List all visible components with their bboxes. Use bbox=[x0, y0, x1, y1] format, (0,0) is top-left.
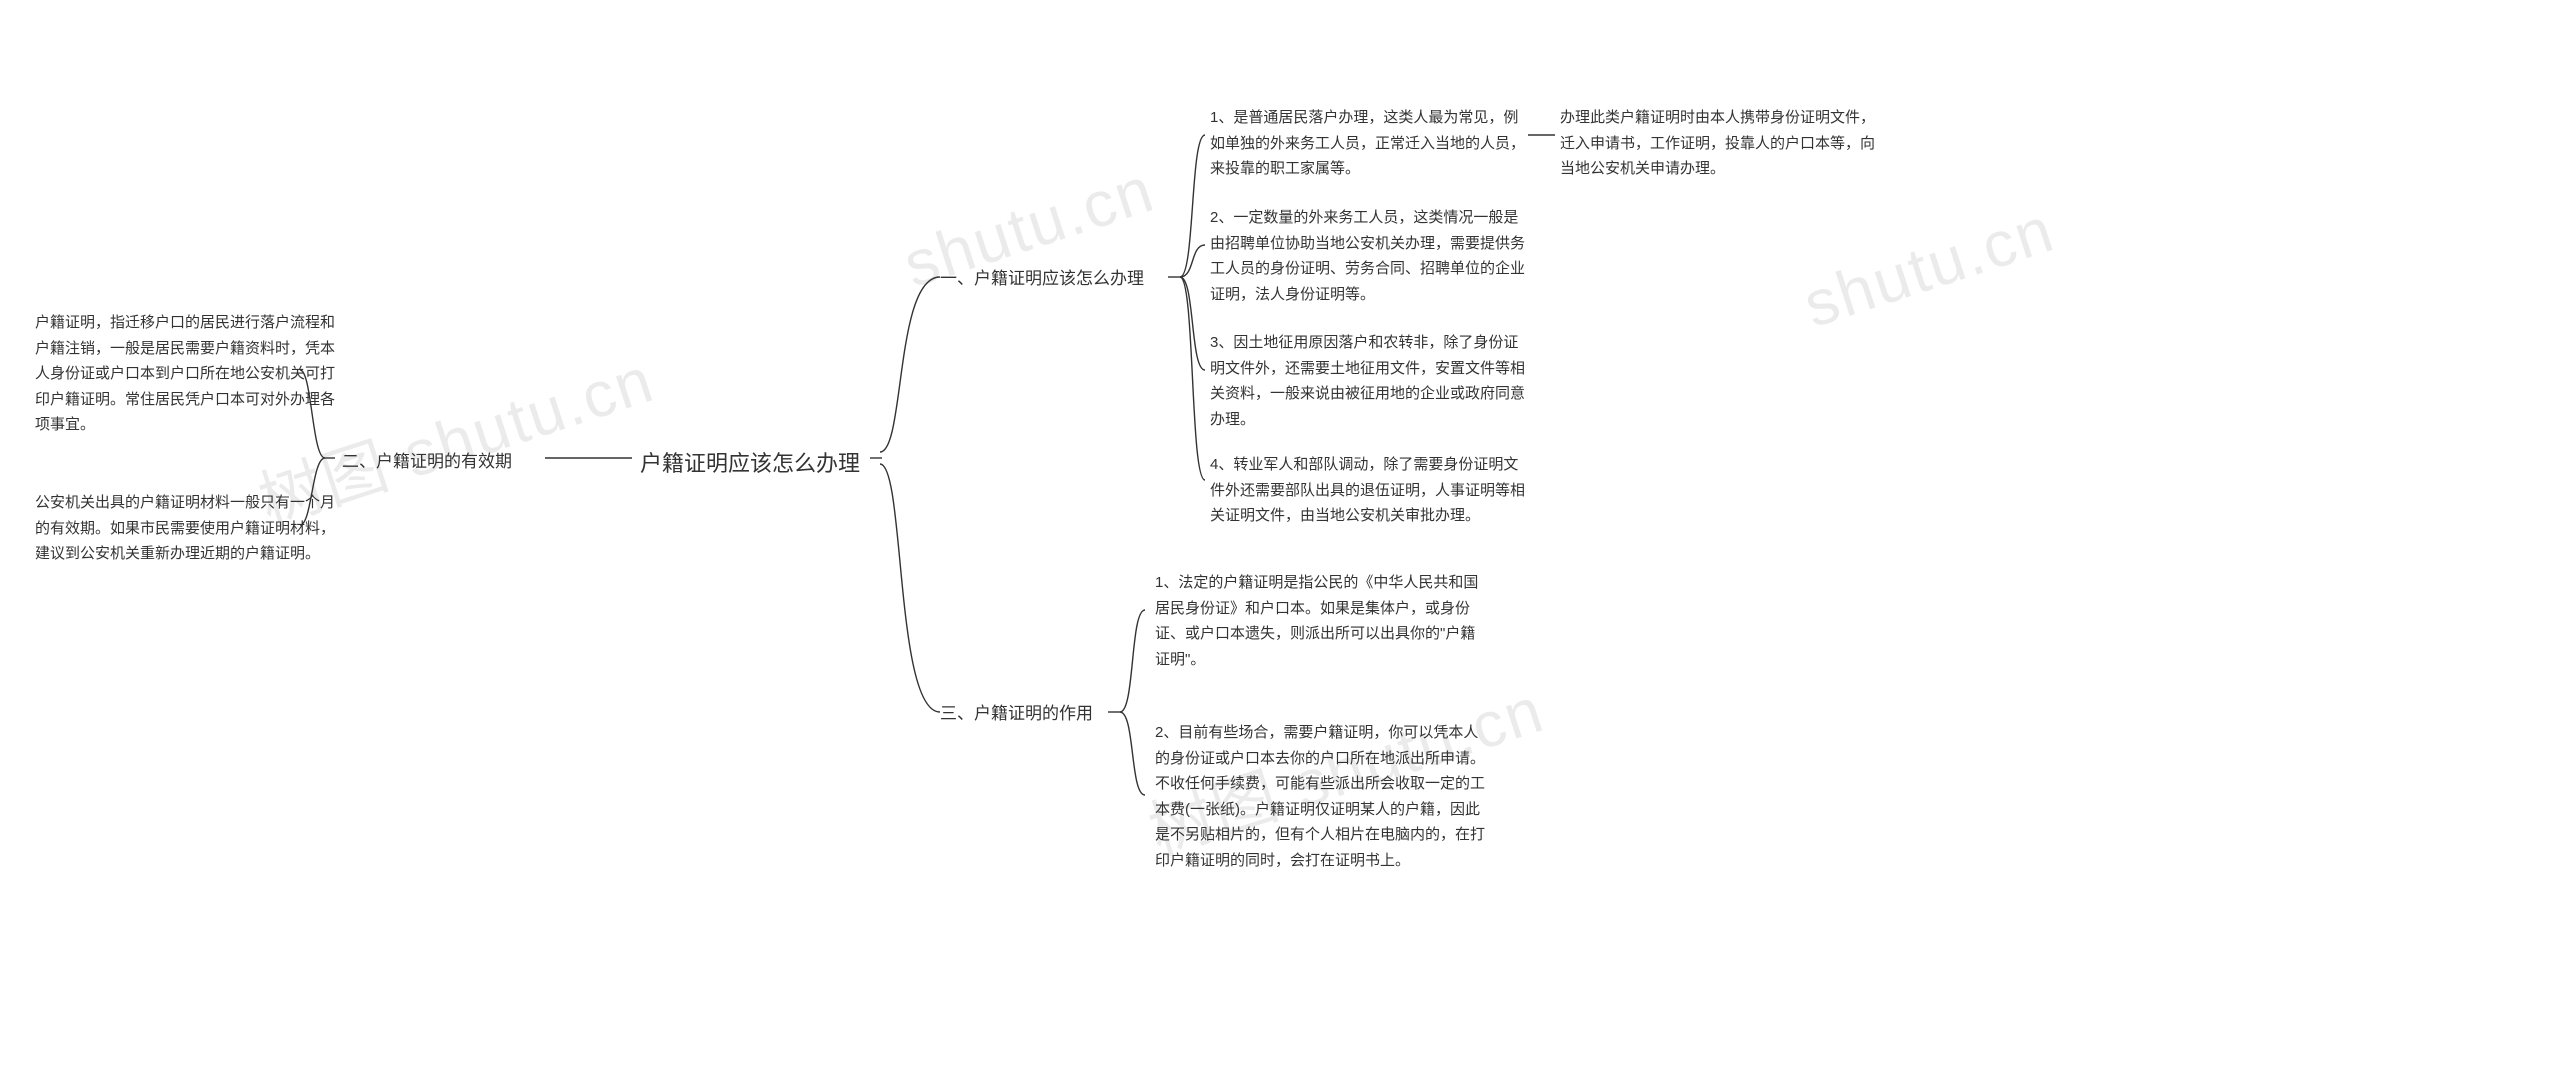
leaf-validity-2[interactable]: 公安机关出具的户籍证明材料一般只有一个月的有效期。如果市民需要使用户籍证明材料，… bbox=[35, 490, 335, 567]
leaf-purpose-2[interactable]: 2、目前有些场合，需要户籍证明，你可以凭本人的身份证或户口本去你的户口所在地派出… bbox=[1155, 720, 1490, 873]
leaf-text: 3、因土地征用原因落户和农转非，除了身份证明文件外，还需要土地征用文件，安置文件… bbox=[1210, 334, 1525, 428]
leaf-purpose-1[interactable]: 1、法定的户籍证明是指公民的《中华人民共和国居民身份证》和户口本。如果是集体户，… bbox=[1155, 570, 1490, 672]
leaf-text: 2、目前有些场合，需要户籍证明，你可以凭本人的身份证或户口本去你的户口所在地派出… bbox=[1155, 724, 1485, 869]
root-label: 户籍证明应该怎么办理 bbox=[640, 451, 860, 476]
branch-label: 二、户籍证明的有效期 bbox=[342, 452, 512, 471]
leaf-howto-1-child[interactable]: 办理此类户籍证明时由本人携带身份证明文件，迁入申请书，工作证明，投靠人的户口本等… bbox=[1560, 105, 1880, 182]
leaf-text: 1、法定的户籍证明是指公民的《中华人民共和国居民身份证》和户口本。如果是集体户，… bbox=[1155, 574, 1478, 668]
leaf-howto-3[interactable]: 3、因土地征用原因落户和农转非，除了身份证明文件外，还需要土地征用文件，安置文件… bbox=[1210, 330, 1525, 432]
leaf-howto-1[interactable]: 1、是普通居民落户办理，这类人最为常见，例如单独的外来务工人员，正常迁入当地的人… bbox=[1210, 105, 1525, 182]
leaf-text: 办理此类户籍证明时由本人携带身份证明文件，迁入申请书，工作证明，投靠人的户口本等… bbox=[1560, 109, 1875, 177]
leaf-howto-4[interactable]: 4、转业军人和部队调动，除了需要身份证明文件外还需要部队出具的退伍证明，人事证明… bbox=[1210, 452, 1525, 529]
branch-validity[interactable]: 二、户籍证明的有效期 bbox=[342, 448, 512, 477]
branch-label: 一、户籍证明应该怎么办理 bbox=[940, 269, 1144, 288]
leaf-text: 户籍证明，指迁移户口的居民进行落户流程和户籍注销，一般是居民需要户籍资料时，凭本… bbox=[35, 314, 335, 433]
leaf-text: 1、是普通居民落户办理，这类人最为常见，例如单独的外来务工人员，正常迁入当地的人… bbox=[1210, 109, 1525, 177]
leaf-text: 公安机关出具的户籍证明材料一般只有一个月的有效期。如果市民需要使用户籍证明材料，… bbox=[35, 494, 335, 562]
leaf-text: 2、一定数量的外来务工人员，这类情况一般是由招聘单位协助当地公安机关办理，需要提… bbox=[1210, 209, 1525, 303]
branch-purpose[interactable]: 三、户籍证明的作用 bbox=[940, 700, 1093, 729]
branch-label: 三、户籍证明的作用 bbox=[940, 704, 1093, 723]
watermark: shutu.cn bbox=[1795, 192, 2063, 342]
leaf-howto-2[interactable]: 2、一定数量的外来务工人员，这类情况一般是由招聘单位协助当地公安机关办理，需要提… bbox=[1210, 205, 1525, 307]
root-node[interactable]: 户籍证明应该怎么办理 bbox=[640, 445, 860, 482]
branch-howto[interactable]: 一、户籍证明应该怎么办理 bbox=[940, 265, 1144, 294]
leaf-validity-1[interactable]: 户籍证明，指迁移户口的居民进行落户流程和户籍注销，一般是居民需要户籍资料时，凭本… bbox=[35, 310, 335, 438]
leaf-text: 4、转业军人和部队调动，除了需要身份证明文件外还需要部队出具的退伍证明，人事证明… bbox=[1210, 456, 1525, 524]
